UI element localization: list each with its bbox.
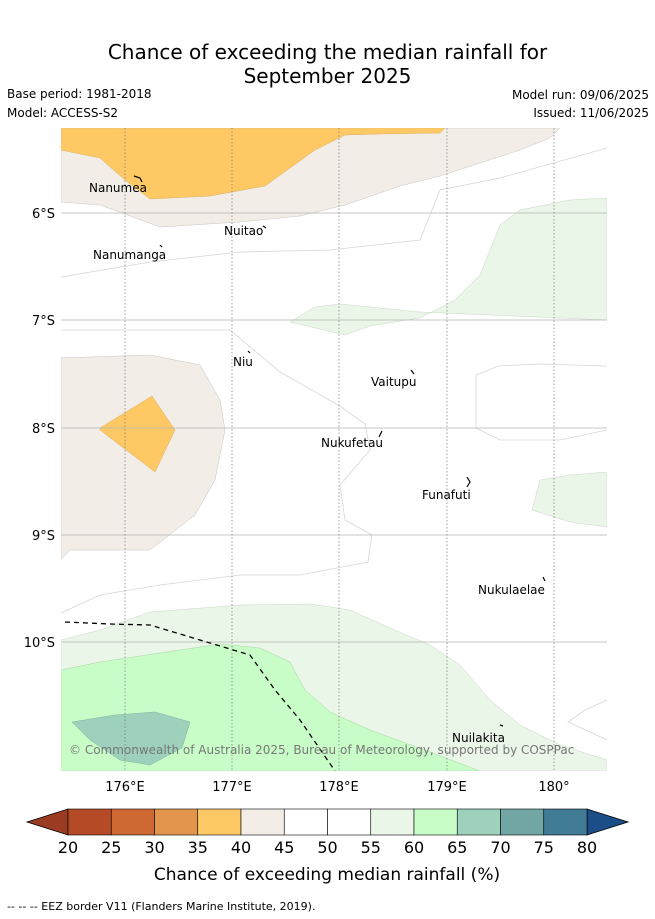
title-line-2: September 2025 <box>243 64 412 88</box>
eez-footer-note: -- -- -- EEZ border V11 (Flanders Marine… <box>7 900 316 913</box>
colorbar-segment <box>154 808 199 836</box>
island-label-nanumanga: Nanumanga <box>93 248 166 262</box>
colorbar-tick-label: 25 <box>101 838 121 857</box>
colorbar-segment <box>456 808 501 836</box>
lon-tick-179e: 179°E <box>427 780 467 795</box>
colorbar-segment <box>67 808 112 836</box>
map-fill <box>61 128 607 771</box>
colorbar-tick-label: 55 <box>361 838 381 857</box>
colorbar-tick-label: 40 <box>231 838 251 857</box>
latitude-gridlines <box>61 212 607 643</box>
island-label-funafuti: Funafuti <box>422 488 471 502</box>
lon-tick-180: 180° <box>538 780 569 795</box>
island-label-vaitupu: Vaitupu <box>371 375 417 389</box>
colorbar-label: Chance of exceeding median rainfall (%) <box>154 865 500 885</box>
colorbar-tick-label: 20 <box>58 838 78 857</box>
lat-tick-10s: 10°S <box>24 636 55 651</box>
island-label-niu: Niu <box>233 355 253 369</box>
island-shapes <box>133 175 546 727</box>
colorbar-tick-label: 75 <box>534 838 554 857</box>
colorbar-tick-label: 70 <box>490 838 510 857</box>
issued-date: Issued: 11/06/2025 <box>533 106 649 120</box>
colorbar-tick-label: 50 <box>317 838 337 857</box>
island-label-nuitao: Nuitao <box>224 224 263 238</box>
lat-tick-8s: 8°S <box>32 422 55 437</box>
island-label-nuilakita: Nuilakita <box>452 731 505 745</box>
colorbar-segment <box>543 808 588 836</box>
colorbar: 20 25 30 35 40 45 50 55 60 65 70 75 80 <box>25 808 630 857</box>
colorbar-segment <box>197 808 242 836</box>
colorbar-tick-label: 30 <box>144 838 164 857</box>
colorbar-segment <box>240 808 285 836</box>
colorbar-under-arrow <box>25 808 69 836</box>
map-frame <box>60 127 608 772</box>
colorbar-tick-label: 60 <box>404 838 424 857</box>
island-label-nukulaelae: Nukulaelae <box>478 583 545 597</box>
lat-tick-6s: 6°S <box>32 207 55 222</box>
lon-tick-176e: 176°E <box>105 780 145 795</box>
colorbar-segment <box>413 808 458 836</box>
copyright-text: © Commonwealth of Australia 2025, Bureau… <box>69 743 574 757</box>
lat-tick-9s: 9°S <box>32 529 55 544</box>
lon-tick-177e: 177°E <box>212 780 252 795</box>
model-run: Model run: 09/06/2025 <box>511 88 649 102</box>
colorbar-tick-label: 65 <box>447 838 467 857</box>
colorbar-tick-label: 45 <box>274 838 294 857</box>
colorbar-segment <box>327 808 372 836</box>
lon-tick-178e: 178°E <box>319 780 359 795</box>
title-line-1: Chance of exceeding the median rainfall … <box>107 40 548 64</box>
island-label-nukufetau: Nukufetau <box>321 436 383 450</box>
colorbar-tick-label: 35 <box>188 838 208 857</box>
colorbar-tick-label: 80 <box>577 838 597 857</box>
colorbar-segment <box>370 808 415 836</box>
colorbar-segment <box>110 808 155 836</box>
colorbar-over-arrow <box>586 808 630 836</box>
colorbar-segment <box>283 808 328 836</box>
lat-tick-7s: 7°S <box>32 314 55 329</box>
longitude-gridlines <box>124 128 555 771</box>
model-name: Model: ACCESS-S2 <box>7 106 119 120</box>
island-label-nanumea: Nanumea <box>89 181 147 195</box>
eez-border <box>64 621 336 772</box>
chart-title: Chance of exceeding the median rainfall … <box>0 40 655 88</box>
colorbar-segment <box>500 808 545 836</box>
base-period: Base period: 1981-2018 <box>7 87 152 101</box>
